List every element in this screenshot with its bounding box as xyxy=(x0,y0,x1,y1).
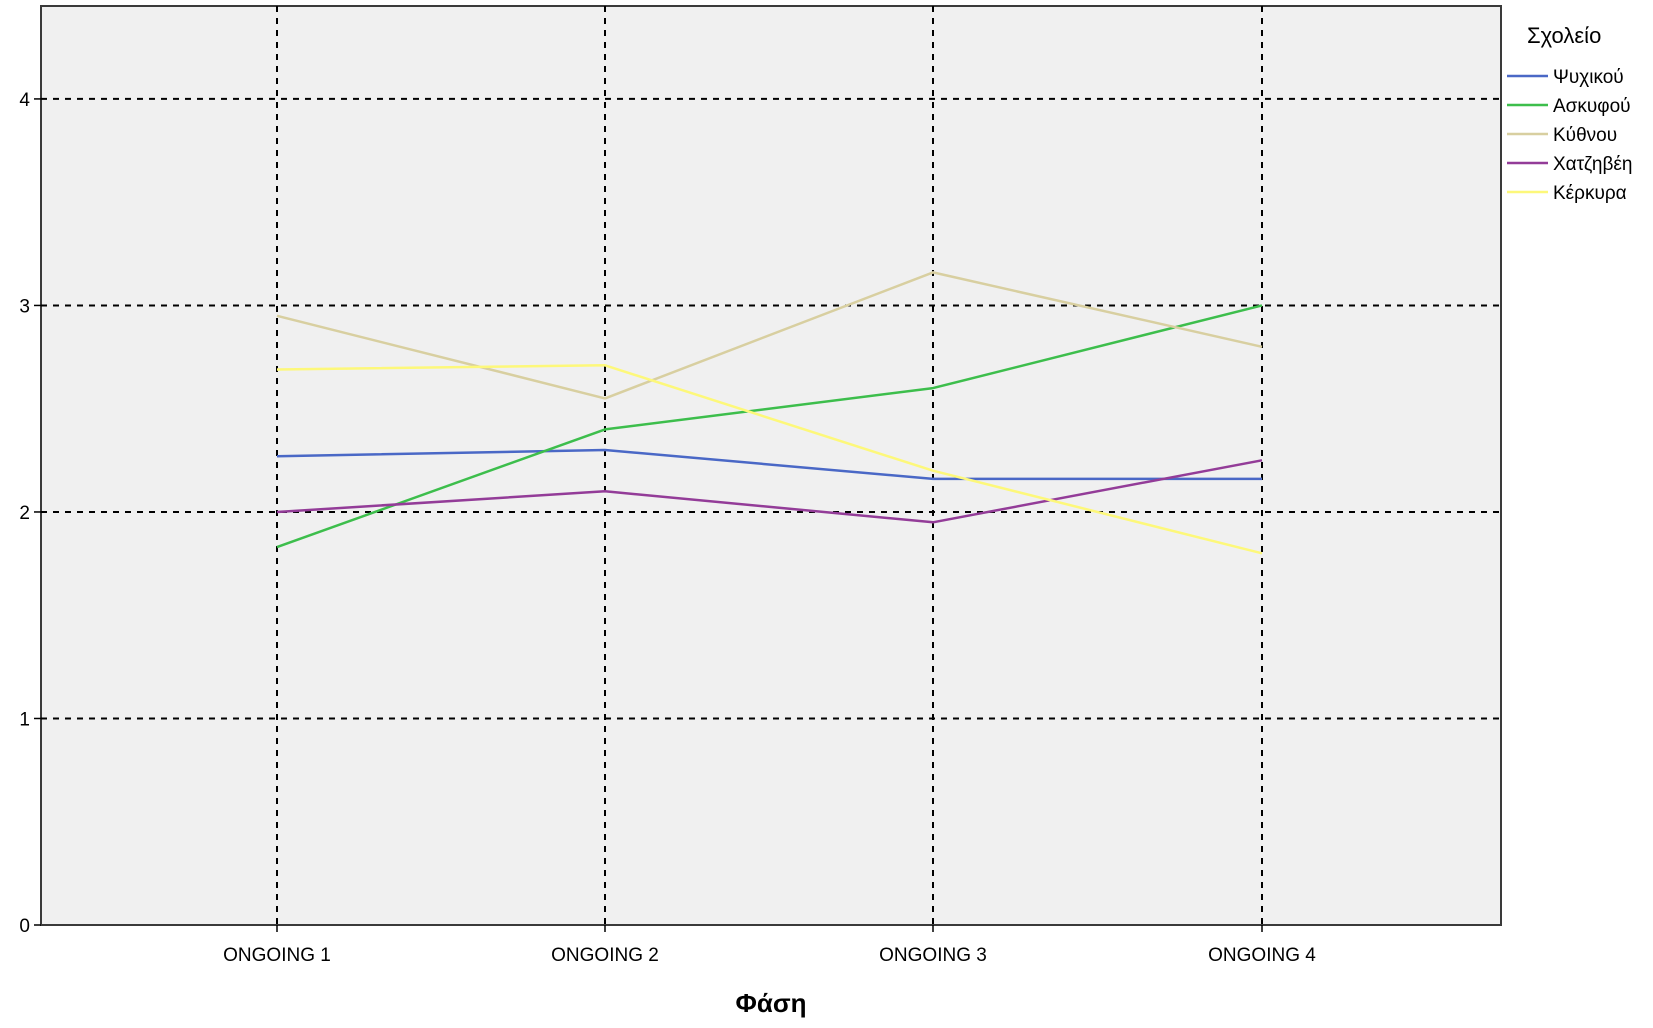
legend-label: Κύθνου xyxy=(1553,125,1617,146)
series-line xyxy=(276,304,1263,549)
y-tick-label: 2 xyxy=(19,503,30,524)
x-axis-title: Φάση xyxy=(736,988,807,1018)
y-tick-label: 4 xyxy=(19,90,30,111)
x-tick-label: ONGOING 4 xyxy=(1208,945,1316,966)
y-tick-label: 1 xyxy=(19,709,30,730)
series-line xyxy=(276,364,1263,555)
legend: Σχολείο Ψυχικού Ασκυφού Κύθνου Χατζηβέη Κέρκ… xyxy=(1507,23,1632,204)
legend-label: Ασκυφού xyxy=(1553,96,1631,117)
legend-title: Σχολείο xyxy=(1527,23,1601,48)
legend-label: Χατζηβέη xyxy=(1553,154,1632,175)
y-tick-label: 3 xyxy=(19,296,30,317)
y-tick-label: 0 xyxy=(19,916,30,937)
series-line xyxy=(276,271,1263,400)
x-tick-label: ONGOING 2 xyxy=(551,945,659,966)
series-layer xyxy=(276,271,1263,555)
x-tick-label: ONGOING 1 xyxy=(223,945,331,966)
legend-label: Ψυχικού xyxy=(1553,67,1624,88)
axis-layer: 0 1 2 3 4 ONGOING 1 ONGOING 2 ONGOING 3 ONGOING … xyxy=(19,90,1316,966)
legend-label: Κέρκυρα xyxy=(1553,183,1627,204)
x-tick-label: ONGOING 3 xyxy=(879,945,987,966)
series-line xyxy=(276,459,1263,524)
series-line xyxy=(276,448,1262,481)
